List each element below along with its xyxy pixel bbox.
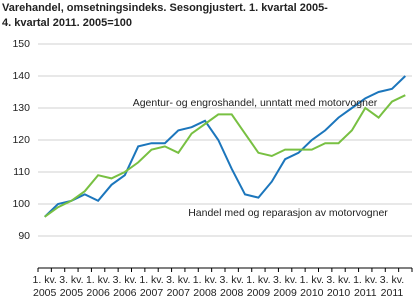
x-tick-label: 3. kv. 2008 [220,274,244,299]
x-tick-label: 1. kv. 2007 [139,274,163,299]
x-tick-label: 3. kv. 2010 [326,274,350,299]
y-tick-label: 120 [12,134,30,146]
chart-title: Varehandel, omsetningsindeks. Sesongjust… [2,2,328,14]
series-label: Handel med og reparasjon av motorvogner [188,207,388,219]
series-label: Agentur- og engroshandel, unntatt med mo… [133,97,378,109]
y-tick-label: 150 [12,38,30,50]
x-tick-label: 1. kv. 2005 [33,274,57,299]
y-tick-label: 110 [13,166,30,178]
y-tick-label: 130 [12,102,30,114]
series-line [44,75,406,218]
x-tick-label: 3. kv. 2007 [166,274,190,299]
x-tick-label: 3. kv. 2011 [380,274,404,299]
x-tick-label: 1. kv. 2006 [86,274,110,299]
chart-title: 4. kvartal 2011. 2005=100 [2,17,132,29]
x-tick-label: 1. kv. 2010 [300,274,324,299]
x-tick-label: 3. kv. 2005 [59,274,83,299]
x-tick-label: 1. kv. 2008 [193,274,217,299]
x-tick-label: 1. kv. 2009 [246,274,270,299]
x-tick-label: 3. kv. 2009 [273,274,297,299]
series-line [44,94,406,218]
y-tick-label: 140 [12,70,30,82]
y-tick-label: 100 [12,198,30,210]
x-tick-label: 3. kv. 2006 [113,274,137,299]
x-tick-label: 1. kv. 2011 [353,274,377,299]
y-tick-label: 90 [18,230,30,242]
